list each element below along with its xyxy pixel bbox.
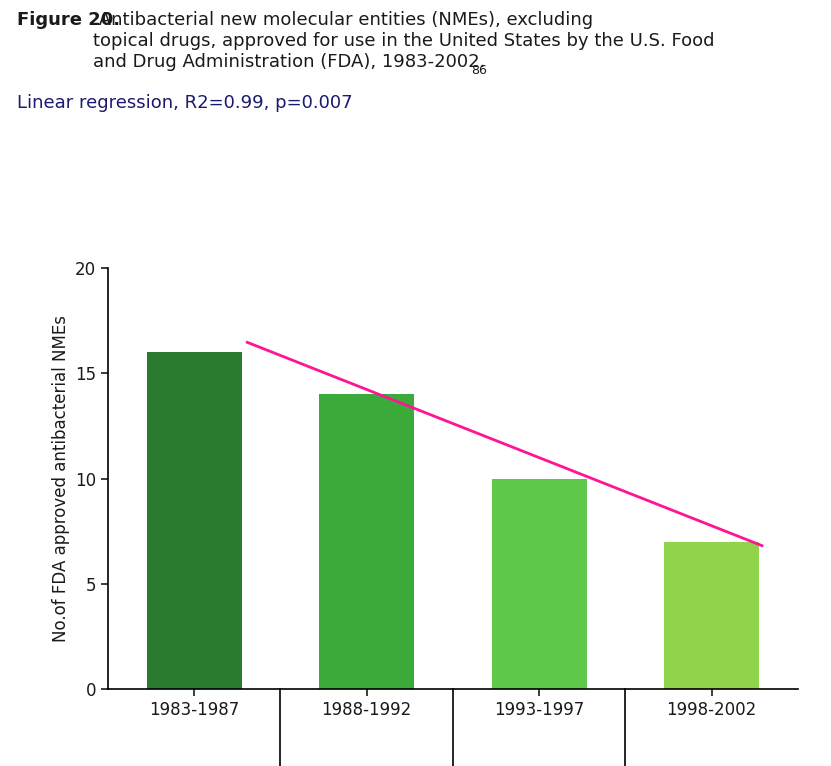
- Y-axis label: No.of FDA approved antibacterial NMEs: No.of FDA approved antibacterial NMEs: [52, 316, 70, 642]
- Bar: [147, 352, 242, 689]
- Bar: [492, 479, 587, 689]
- Text: Antibacterial new molecular entities (NMEs), excluding
topical drugs, approved f: Antibacterial new molecular entities (NM…: [93, 11, 715, 71]
- Bar: [664, 542, 759, 689]
- Text: 86: 86: [471, 64, 487, 77]
- Text: Figure 20.: Figure 20.: [17, 11, 120, 29]
- Bar: [319, 394, 414, 689]
- Text: Linear regression, R2=0.99, p=0.007: Linear regression, R2=0.99, p=0.007: [17, 94, 352, 112]
